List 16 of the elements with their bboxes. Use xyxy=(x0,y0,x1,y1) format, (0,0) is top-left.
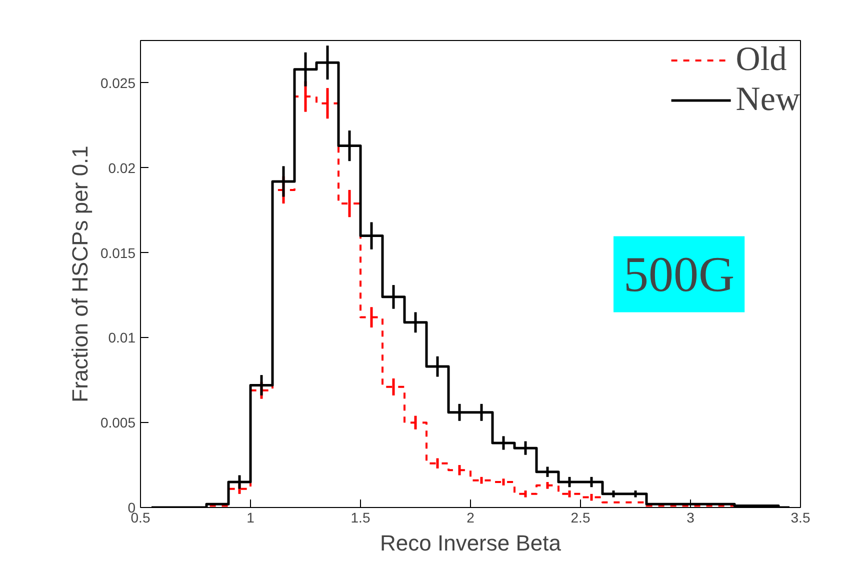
x-axis-title: Reco Inverse Beta xyxy=(380,530,562,556)
x-tick-label: 1 xyxy=(246,510,255,526)
y-tick-label: 0.015 xyxy=(100,244,136,261)
annotation: 500G xyxy=(624,246,735,302)
y-tick-label: 0.025 xyxy=(100,74,136,91)
x-tick-label: 3 xyxy=(686,510,695,526)
y-tick-label: 0.005 xyxy=(100,414,136,431)
x-tick-label: 2.5 xyxy=(570,510,590,526)
y-tick-label: 0.01 xyxy=(108,330,136,346)
x-tick-label: 3.5 xyxy=(790,510,810,526)
y-tick-label: 0.02 xyxy=(108,160,136,176)
x-tick-label: 1.5 xyxy=(350,510,370,526)
y-axis-title: Fraction of HSCPs per 0.1 xyxy=(67,146,92,402)
legend-label: Old xyxy=(736,40,787,80)
x-tick-label: 2 xyxy=(466,510,475,526)
legend-label: New xyxy=(736,80,800,120)
